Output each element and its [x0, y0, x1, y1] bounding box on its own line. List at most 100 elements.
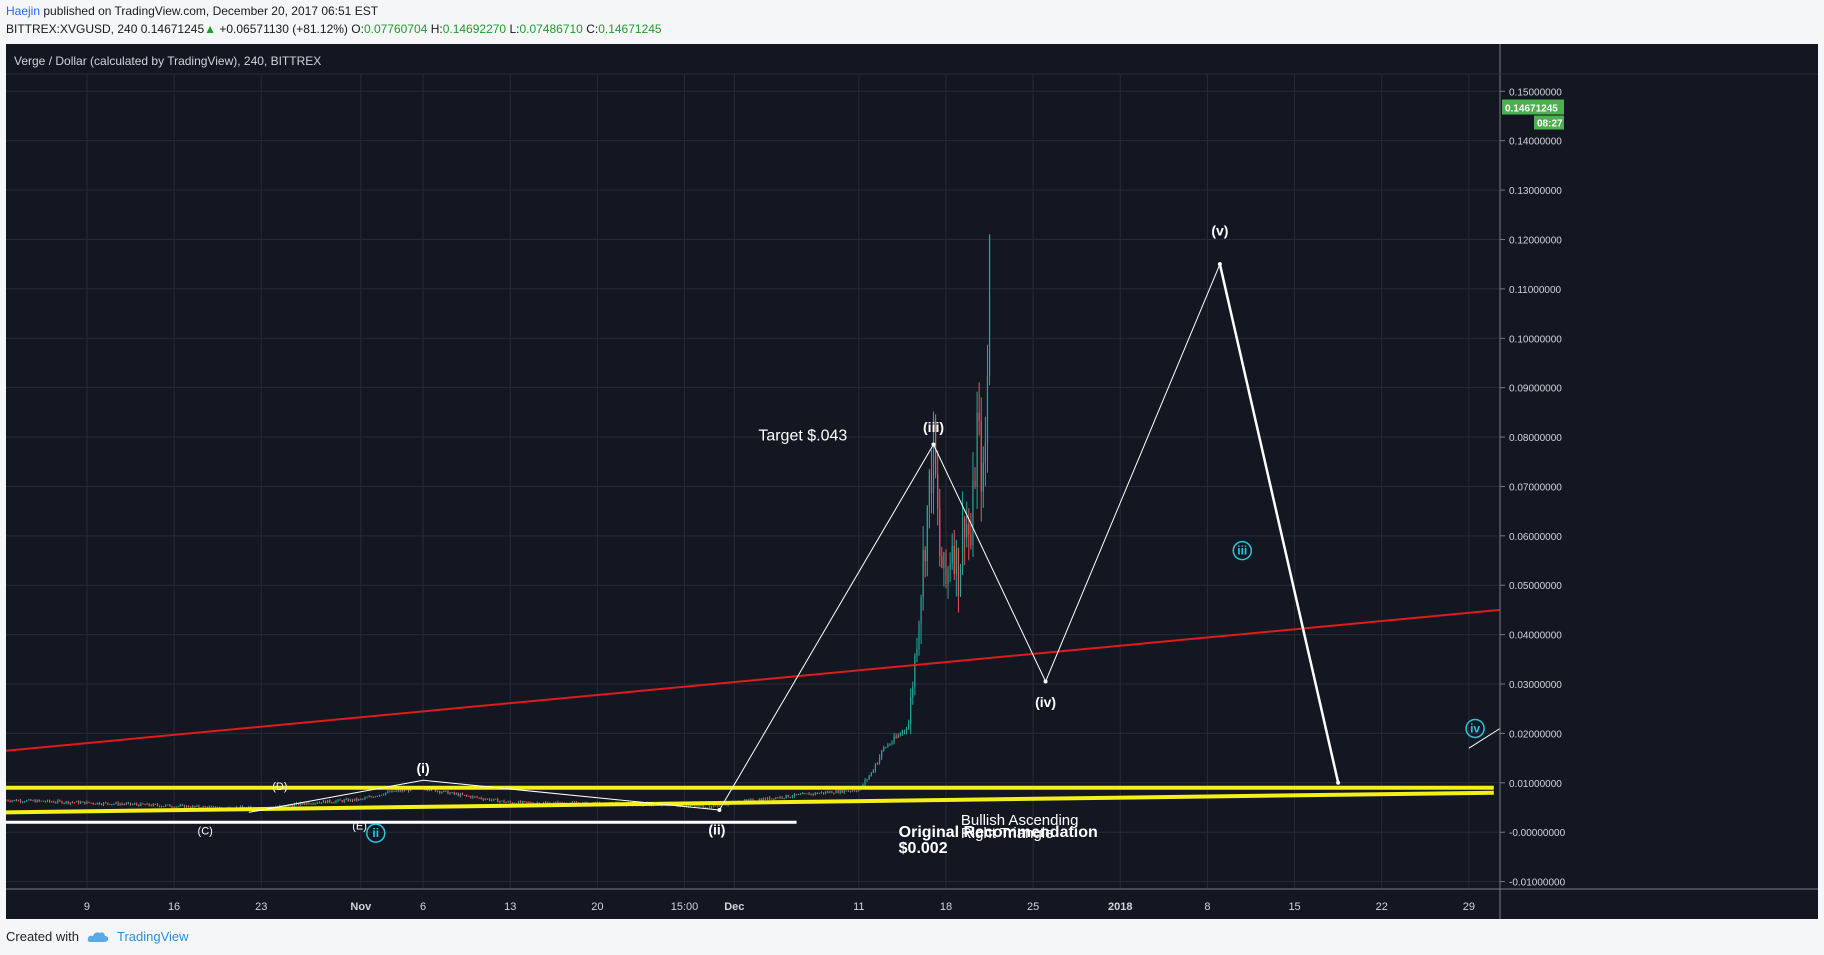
candle-body [208, 806, 210, 809]
candle-body [546, 802, 549, 804]
last-price-badge-label: 0.14671245 [1505, 104, 1558, 115]
candle-body [833, 793, 835, 795]
candle-body [712, 804, 715, 808]
candle-body [876, 762, 879, 765]
candle-body [343, 799, 345, 802]
bullish-line1: Bullish Ascending [961, 812, 1079, 829]
price-chart[interactable]: Target $.043 (iii) (i) (ii) (iv) (v) (C) (D) (E)… [6, 44, 1818, 919]
candle-body [903, 730, 906, 732]
candle-body [800, 793, 802, 795]
candle-body [44, 801, 47, 803]
candle-body [129, 802, 132, 805]
candle-body [908, 723, 910, 730]
x-tick-label: 25 [1027, 901, 1039, 913]
candle-body [42, 800, 44, 802]
candle-body [310, 803, 312, 805]
candle-body [111, 804, 113, 806]
candle-body [885, 747, 887, 749]
ohlc-line: BITTREX:XVGUSD, 240 0.14671245▲ +0.06571… [6, 22, 662, 36]
candle-body [528, 802, 530, 804]
candle-body [48, 800, 51, 802]
candle-body [980, 421, 982, 492]
candle-body [389, 791, 391, 793]
original-rec-line1: Original Recommendation [899, 824, 1098, 841]
candle-body [156, 804, 159, 806]
candle-body [870, 772, 872, 776]
candle-body [766, 797, 769, 800]
candle-body [912, 686, 914, 698]
high-label: H: [430, 22, 443, 36]
candle-body [347, 799, 349, 802]
publish-info: published on TradingView.com, December 2… [43, 4, 379, 18]
countdown-badge-label: 08:27 [1537, 119, 1563, 130]
tradingview-brand-link[interactable]: TradingView [116, 929, 189, 944]
candle-body [443, 790, 445, 792]
candle-body [6, 800, 7, 802]
candle-body [327, 800, 329, 804]
candle-body [486, 798, 488, 800]
candle-body [69, 802, 71, 804]
candle-body [30, 799, 32, 801]
candle-body [470, 796, 472, 798]
candle-body [584, 802, 586, 804]
candle-body [383, 794, 385, 796]
candle-body [953, 546, 955, 575]
symbol-label: BITTREX:XVGUSD, 240 [6, 22, 138, 36]
candle-body [922, 550, 924, 598]
candle-body [451, 792, 453, 794]
candle-body [17, 800, 20, 802]
candle-body [507, 801, 509, 803]
candle-body [874, 764, 877, 771]
candle-body [750, 799, 752, 801]
candle-body [457, 793, 459, 796]
candle-body [959, 566, 962, 596]
x-tick-label: 22 [1376, 901, 1388, 913]
author-link[interactable]: Haejin [6, 4, 41, 18]
y-tick-label: 0.12000000 [1509, 235, 1562, 246]
candle-body [466, 795, 468, 797]
candle-body [476, 796, 478, 798]
candle-body [505, 801, 507, 803]
candle-body [561, 802, 563, 804]
candle-body [910, 697, 912, 724]
candle-body [793, 793, 796, 797]
candle-body [495, 798, 497, 800]
red-trendline [6, 608, 1501, 752]
candle-body [895, 736, 897, 738]
candle-body [127, 802, 130, 804]
candle-body [777, 797, 779, 799]
candle-body [897, 735, 899, 738]
candle-body [941, 556, 943, 568]
low-value: 0.07486710 [519, 22, 583, 36]
candle-body [918, 623, 920, 650]
candle-body [107, 802, 109, 804]
candle-body [935, 417, 937, 475]
candle-body [883, 747, 885, 751]
candle-body [391, 790, 393, 793]
candle-body [142, 803, 144, 805]
y-tick-label: 0.07000000 [1509, 482, 1562, 493]
candle-body [696, 805, 698, 807]
candle-body [868, 775, 870, 780]
wave-tail-line [1468, 728, 1501, 749]
chart-panel[interactable]: Target $.043 (iii) (i) (ii) (iv) (v) (C) (D) (E)… [6, 44, 1818, 919]
candle-body [474, 796, 476, 798]
candle-body [445, 790, 447, 792]
candle-body [378, 794, 381, 796]
candle-body [356, 798, 358, 801]
candle-body [966, 523, 968, 538]
y-tick-label: 0.13000000 [1509, 186, 1562, 197]
candle-body [354, 798, 356, 801]
wave-ii-label: (ii) [708, 822, 725, 838]
candle-body [976, 412, 978, 487]
close-label: C: [586, 22, 599, 36]
candle-body [814, 792, 816, 795]
candle-body [982, 463, 984, 492]
candle-body [520, 801, 522, 803]
original-rec-line2: $0.002 [899, 840, 948, 857]
elliott-wave-path [718, 264, 1221, 811]
candle-body [84, 801, 86, 804]
candle-body [746, 799, 748, 801]
candle-body [849, 790, 852, 792]
candle-body [864, 780, 866, 785]
